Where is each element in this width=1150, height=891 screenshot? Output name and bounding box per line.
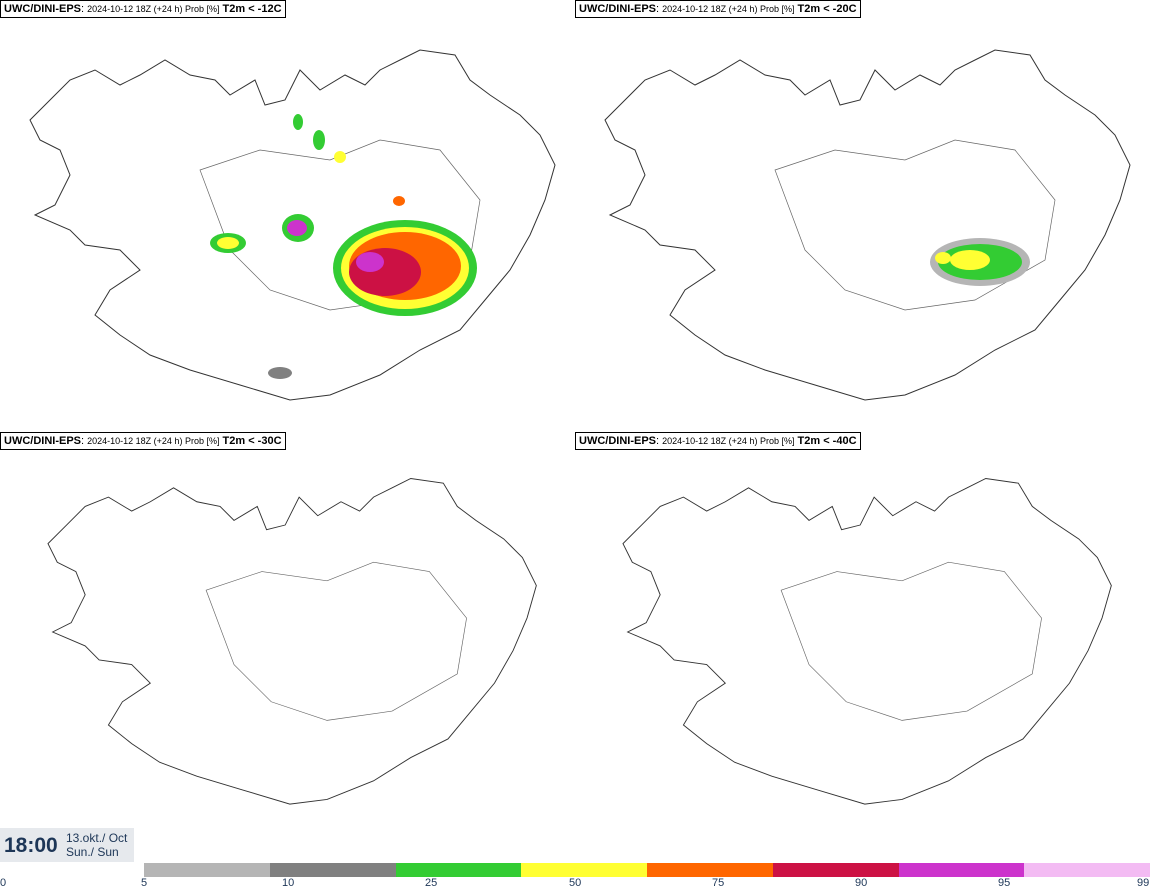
coastline <box>47 478 537 805</box>
color-legend <box>144 863 1150 877</box>
run-meta: 2024-10-12 18Z (+24 h) Prob [%] <box>87 4 220 14</box>
legend-swatch-10-25 <box>269 863 396 877</box>
valid-time-box: 18:00 13.okt./ Oct Sun./ Sun <box>0 828 134 862</box>
probability-shading <box>210 114 477 379</box>
legend-tick: 75 <box>712 877 725 889</box>
run-meta: 2024-10-12 18Z (+24 h) Prob [%] <box>87 436 220 446</box>
legend-swatch-99 <box>1024 863 1150 877</box>
legend-tick: 99 <box>1137 877 1150 889</box>
map-panel-3: UWC/DINI-EPS: 2024-10-12 18Z (+24 h) Pro… <box>0 432 575 862</box>
legend-swatch-5-10 <box>144 863 270 877</box>
legend-tick: 50 <box>569 877 582 889</box>
iceland-map <box>604 49 1131 401</box>
model-name: UWC/DINI-EPS <box>579 435 656 447</box>
iceland-map <box>47 478 537 805</box>
valid-date-line2: Sun./ Sun <box>66 845 119 859</box>
legend-tick: 10 <box>282 877 295 889</box>
legend-swatch-75-90 <box>647 863 773 877</box>
legend-tick: 90 <box>855 877 868 889</box>
threshold-label: T2m < -30C <box>222 435 282 447</box>
map-panel-2: UWC/DINI-EPS: 2024-10-12 18Z (+24 h) Pro… <box>575 0 1150 430</box>
panel-title: UWC/DINI-EPS: 2024-10-12 18Z (+24 h) Pro… <box>575 0 861 18</box>
model-name: UWC/DINI-EPS <box>4 435 81 447</box>
iceland-map <box>622 478 1112 805</box>
coastline <box>29 49 556 401</box>
legend-swatch-25-50 <box>395 863 522 877</box>
panel-title: UWC/DINI-EPS: 2024-10-12 18Z (+24 h) Pro… <box>0 432 286 450</box>
coastline <box>604 49 1131 401</box>
panel-title: UWC/DINI-EPS: 2024-10-12 18Z (+24 h) Pro… <box>575 432 861 450</box>
run-meta: 2024-10-12 18Z (+24 h) Prob [%] <box>662 4 795 14</box>
legend-tick: 95 <box>998 877 1011 889</box>
threshold-label: T2m < -20C <box>797 3 857 15</box>
legend-swatch-90-95 <box>772 863 899 877</box>
iceland-map <box>29 49 556 401</box>
valid-date: 13.okt./ Oct Sun./ Sun <box>66 831 127 859</box>
map-panel-1: UWC/DINI-EPS: 2024-10-12 18Z (+24 h) Pro… <box>0 0 575 430</box>
panel-title: UWC/DINI-EPS: 2024-10-12 18Z (+24 h) Pro… <box>0 0 286 18</box>
model-name: UWC/DINI-EPS <box>4 3 81 15</box>
valid-date-line1: 13.okt./ Oct <box>66 831 128 845</box>
legend-tick: 5 <box>141 877 148 889</box>
probability-shading <box>930 238 1030 286</box>
coastline <box>622 478 1112 805</box>
legend-swatch-95-99 <box>898 863 1025 877</box>
model-name: UWC/DINI-EPS <box>579 3 656 15</box>
legend-tick: 25 <box>425 877 438 889</box>
legend-tick: 0 <box>0 877 7 889</box>
threshold-label: T2m < -12C <box>222 3 282 15</box>
map-panel-4: UWC/DINI-EPS: 2024-10-12 18Z (+24 h) Pro… <box>575 432 1150 862</box>
threshold-label: T2m < -40C <box>797 435 857 447</box>
run-meta: 2024-10-12 18Z (+24 h) Prob [%] <box>662 436 795 446</box>
legend-swatch-50-75 <box>521 863 647 877</box>
valid-time: 18:00 <box>4 834 58 857</box>
